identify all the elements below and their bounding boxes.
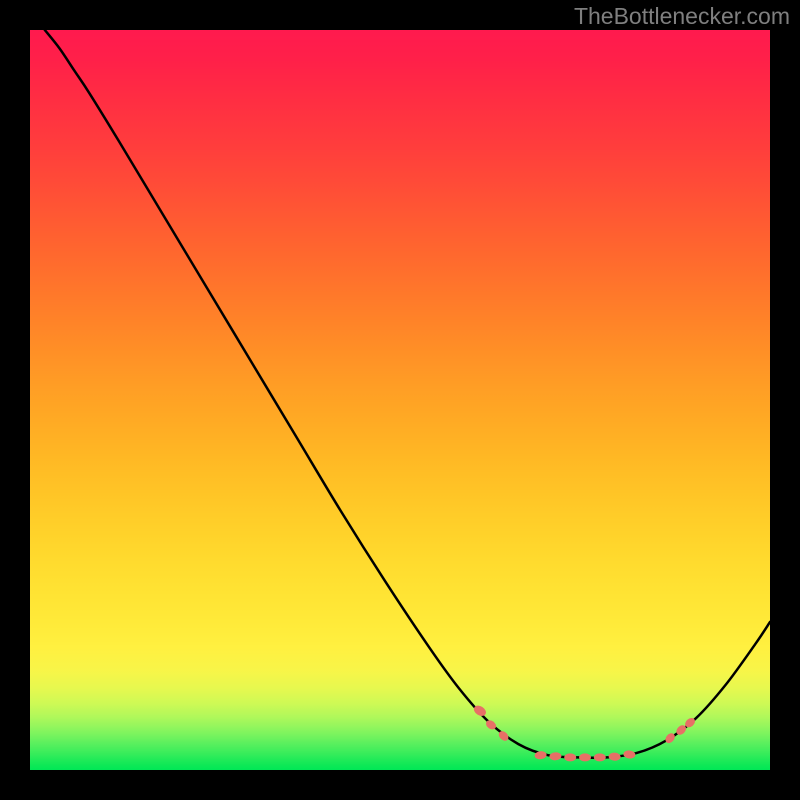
chart-canvas	[30, 30, 770, 770]
chart-root: TheBottlenecker.com	[0, 0, 800, 800]
attribution-text: TheBottlenecker.com	[574, 3, 790, 30]
chart-frame	[0, 0, 800, 800]
